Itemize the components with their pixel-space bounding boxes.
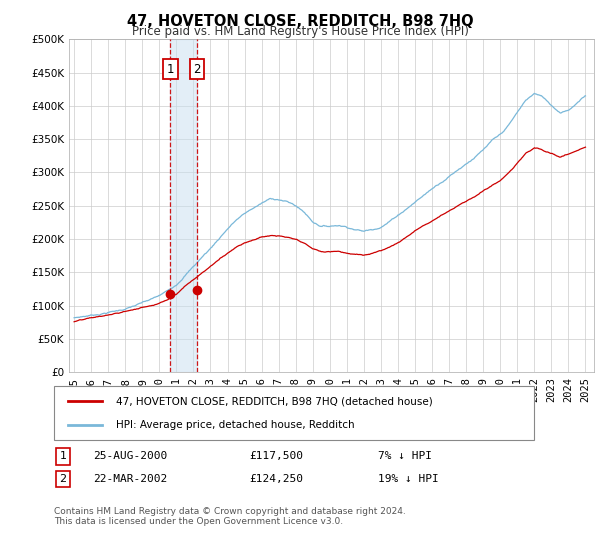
Text: 2: 2 xyxy=(59,474,67,484)
Text: Price paid vs. HM Land Registry's House Price Index (HPI): Price paid vs. HM Land Registry's House … xyxy=(131,25,469,38)
Text: £117,500: £117,500 xyxy=(249,451,303,461)
Text: 1: 1 xyxy=(167,63,174,76)
Text: Contains HM Land Registry data © Crown copyright and database right 2024.
This d: Contains HM Land Registry data © Crown c… xyxy=(54,507,406,526)
Text: 1: 1 xyxy=(59,451,67,461)
Text: 25-AUG-2000: 25-AUG-2000 xyxy=(93,451,167,461)
Text: £124,250: £124,250 xyxy=(249,474,303,484)
Text: HPI: Average price, detached house, Redditch: HPI: Average price, detached house, Redd… xyxy=(116,419,355,430)
Text: 47, HOVETON CLOSE, REDDITCH, B98 7HQ (detached house): 47, HOVETON CLOSE, REDDITCH, B98 7HQ (de… xyxy=(116,396,433,407)
Text: 47, HOVETON CLOSE, REDDITCH, B98 7HQ: 47, HOVETON CLOSE, REDDITCH, B98 7HQ xyxy=(127,14,473,29)
Text: 22-MAR-2002: 22-MAR-2002 xyxy=(93,474,167,484)
Bar xyxy=(170,39,197,372)
Text: 19% ↓ HPI: 19% ↓ HPI xyxy=(378,474,439,484)
Text: 2: 2 xyxy=(193,63,201,76)
Text: 7% ↓ HPI: 7% ↓ HPI xyxy=(378,451,432,461)
